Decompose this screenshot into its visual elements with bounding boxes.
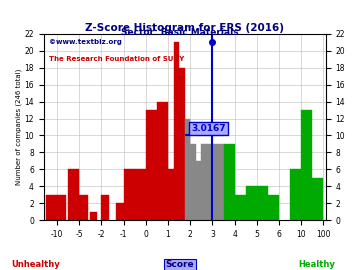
Text: 3.0167: 3.0167 <box>191 124 226 133</box>
Text: Score: Score <box>166 260 194 269</box>
Bar <box>251 186 257 220</box>
Title: Z-Score Histogram for ERS (2016): Z-Score Histogram for ERS (2016) <box>85 23 284 33</box>
Bar <box>268 195 279 220</box>
Bar <box>235 195 246 220</box>
Bar <box>290 169 301 220</box>
Bar <box>116 203 123 220</box>
Bar <box>207 144 212 220</box>
Bar <box>185 119 190 220</box>
Bar <box>68 169 79 220</box>
Bar <box>135 169 146 220</box>
Bar <box>157 102 168 220</box>
Bar <box>224 144 235 220</box>
Bar <box>146 110 157 220</box>
Bar <box>257 186 268 220</box>
Bar <box>90 212 97 220</box>
Bar <box>179 68 185 220</box>
Bar <box>174 42 179 220</box>
Text: Sector: Basic Materials: Sector: Basic Materials <box>121 28 239 37</box>
Bar <box>201 144 207 220</box>
Bar <box>168 169 174 220</box>
Y-axis label: Number of companies (246 total): Number of companies (246 total) <box>15 69 22 185</box>
Bar <box>190 144 196 220</box>
Bar <box>102 195 109 220</box>
Bar <box>79 195 88 220</box>
Bar <box>196 161 201 220</box>
Bar <box>212 144 224 220</box>
Bar <box>57 195 66 220</box>
Text: The Research Foundation of SUNY: The Research Foundation of SUNY <box>49 56 185 62</box>
Text: Healthy: Healthy <box>298 260 335 269</box>
Bar <box>301 110 312 220</box>
Bar <box>246 186 251 220</box>
Bar <box>46 195 57 220</box>
Bar <box>123 169 135 220</box>
Text: ©www.textbiz.org: ©www.textbiz.org <box>49 39 122 45</box>
Bar <box>312 178 323 220</box>
Text: Unhealthy: Unhealthy <box>12 260 60 269</box>
